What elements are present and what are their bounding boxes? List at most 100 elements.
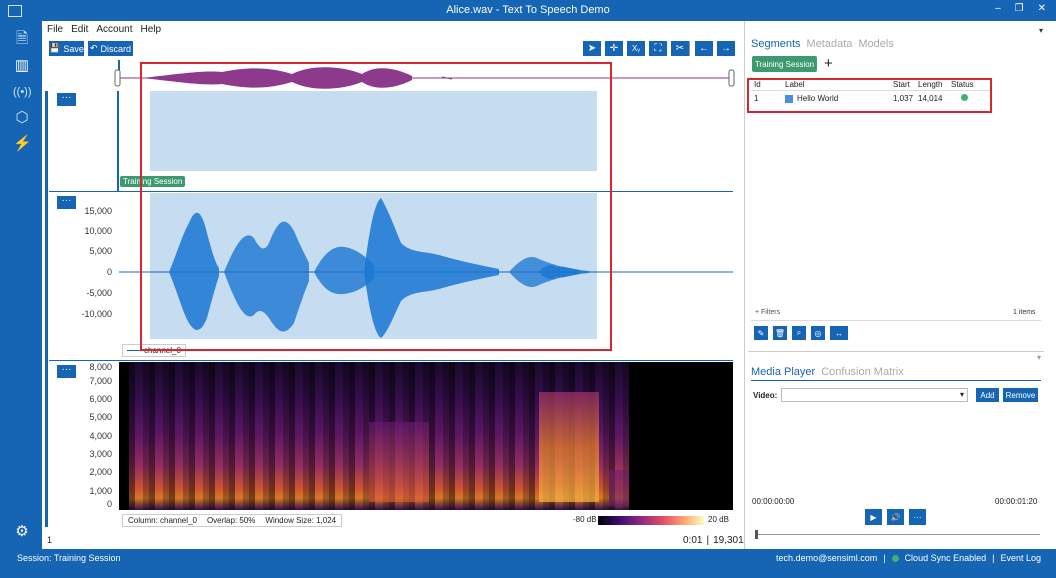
volume-button[interactable]: 🔊	[887, 509, 904, 525]
samples-value: 19,301	[713, 535, 744, 546]
menu-file[interactable]: File	[47, 24, 64, 35]
prev-button[interactable]: ←	[695, 41, 713, 56]
move-tool-button[interactable]: ✛	[605, 41, 623, 56]
filters-link[interactable]: + Filters	[755, 309, 781, 316]
menu-account[interactable]: Account	[96, 24, 133, 35]
color-scale	[598, 516, 704, 525]
col-start[interactable]: Start	[893, 80, 910, 89]
waveform-plot[interactable]	[119, 193, 733, 343]
add-video-button[interactable]: Add	[976, 388, 999, 402]
row-status	[951, 94, 987, 103]
fit-tool-button[interactable]: ⛶	[649, 41, 667, 56]
remove-video-button[interactable]: Remove	[1003, 388, 1038, 402]
plot3-menu-button[interactable]: ···	[57, 365, 76, 378]
play-button[interactable]: ▶	[865, 509, 882, 525]
label-color-swatch	[785, 94, 793, 103]
more-icon: ···	[913, 512, 922, 522]
video-select[interactable]: ▾	[781, 388, 968, 402]
y-tick: -5,000	[86, 288, 112, 298]
more-button[interactable]: ···	[909, 509, 926, 525]
user-email[interactable]: tech.demo@sensiml.com	[776, 553, 878, 563]
scale-min-label: -80 dB	[573, 515, 597, 524]
panel-dropdown-icon[interactable]: ▾	[1039, 26, 1044, 35]
zoom-icon: ⌕	[796, 328, 802, 337]
waveform-y-axis: 15,000 10,000 5,000 0 -5,000 -10,000	[70, 196, 112, 346]
col-length[interactable]: Length	[918, 80, 943, 89]
plot1-menu-button[interactable]: ···	[57, 93, 76, 106]
panel-divider	[744, 21, 745, 549]
title-bar: Alice.wav - Text To Speech Demo – ❐ ✕	[0, 0, 1056, 21]
play-icon: ▶	[870, 512, 877, 522]
discard-button[interactable]: ↶ Discard	[88, 41, 133, 56]
y-tick: 0	[106, 267, 112, 277]
tab-models[interactable]: Models	[858, 38, 894, 50]
close-button[interactable]: ✕	[1037, 3, 1046, 14]
save-button[interactable]: 💾 Save	[49, 41, 84, 56]
spectrogram-info: Column: channel_0 Overlap: 50% Window Si…	[122, 514, 343, 527]
tab-metadata[interactable]: Metadata	[806, 38, 853, 50]
y-tick: 5,000	[89, 412, 112, 422]
media-seek-thumb[interactable]	[755, 530, 758, 539]
volume-icon: 🔊	[890, 512, 901, 522]
edit-segment-button[interactable]: ✎	[754, 326, 768, 340]
cube-icon[interactable]: ⬡	[15, 109, 29, 126]
segment-highlight-top[interactable]	[150, 91, 597, 171]
tab-segments[interactable]: Segments	[751, 38, 801, 50]
table-row[interactable]: 1 Hello World 1,037 14,014	[751, 91, 991, 106]
lightning-icon[interactable]: ⚡	[13, 135, 32, 152]
tab-media-player[interactable]: Media Player	[751, 366, 816, 378]
time-value: 0:01	[683, 535, 703, 546]
window-title: Alice.wav - Text To Speech Demo	[446, 4, 610, 16]
spectrogram-plot[interactable]	[119, 362, 733, 510]
y-tick: 6,000	[89, 394, 112, 404]
chevron-down-icon: ▾	[959, 390, 964, 399]
y-tick: 15,000	[84, 206, 112, 216]
time-separator: |	[706, 535, 710, 546]
cursor-tool-button[interactable]: ➤	[583, 41, 601, 56]
training-session-button[interactable]: Training Session	[752, 56, 817, 72]
overview-waveform[interactable]	[112, 60, 742, 92]
overlap-label: Overlap: 50%	[206, 516, 256, 525]
media-dropdown-icon[interactable]: ▾	[1037, 353, 1042, 362]
highlight-box-plot	[140, 62, 612, 351]
col-id[interactable]: Id	[754, 80, 761, 89]
hide-segment-button[interactable]: ◎	[811, 326, 825, 340]
signal-icon[interactable]: ((•))	[13, 86, 32, 98]
scissors-tool-button[interactable]: ✂	[671, 41, 689, 56]
expand-segment-button[interactable]: ↔	[830, 326, 848, 340]
row-start: 1,037	[893, 94, 914, 103]
document-icon[interactable]: 🗎	[15, 30, 29, 47]
menu-help[interactable]: Help	[140, 24, 162, 35]
zoom-segment-button[interactable]: ⌕	[792, 326, 806, 340]
col-label[interactable]: Label	[785, 80, 805, 89]
row-id: 1	[754, 94, 759, 103]
undo-icon: ↶	[89, 43, 98, 53]
panel-split	[748, 351, 1044, 352]
y-tick: 5,000	[89, 246, 112, 256]
event-log-link[interactable]: Event Log	[1000, 553, 1041, 563]
minimize-button[interactable]: –	[995, 3, 1001, 14]
media-tabs-underline	[751, 380, 1041, 381]
restore-button[interactable]: ❐	[1014, 3, 1024, 14]
y-tick: 7,000	[89, 376, 112, 386]
add-session-button[interactable]: +	[824, 55, 833, 72]
column-label: Column: channel_0	[128, 516, 197, 525]
plot2-menu-button[interactable]: ···	[57, 196, 76, 209]
media-time-end: 00:00:01:20	[995, 497, 1038, 506]
status-bar: Session: Training Session tech.demo@sens…	[0, 549, 1056, 578]
segment-tag[interactable]: Training Session	[120, 176, 186, 187]
media-seek-track[interactable]	[755, 534, 1040, 535]
next-button[interactable]: →	[717, 41, 735, 56]
menu-edit[interactable]: Edit	[71, 24, 89, 35]
fit-icon: ⛶	[654, 43, 662, 54]
delete-segment-button[interactable]: 🗑	[773, 326, 787, 340]
chart-icon[interactable]: ▥	[14, 57, 30, 74]
time-cursor[interactable]	[117, 91, 119, 191]
xy-icon: Xᵧ	[632, 44, 640, 53]
settings-gear-icon[interactable]: ⚙	[15, 523, 29, 540]
xy-tool-button[interactable]: Xᵧ	[627, 41, 645, 56]
move-icon: ✛	[609, 43, 619, 54]
col-status[interactable]: Status	[951, 80, 974, 89]
table-header: Id Label Start Length Status	[751, 80, 991, 91]
tab-confusion-matrix[interactable]: Confusion Matrix	[821, 366, 904, 378]
